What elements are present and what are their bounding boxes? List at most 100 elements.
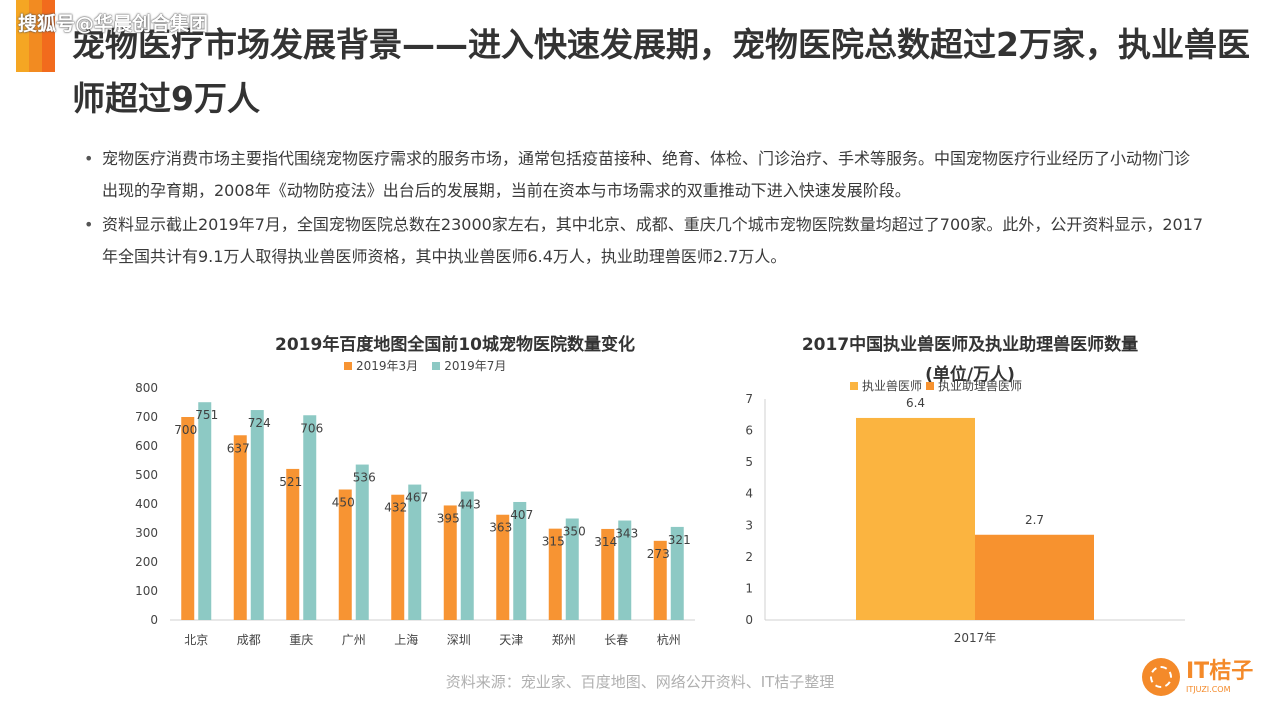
logo-text: IT桔子 ITJUZI.COM (1186, 660, 1253, 694)
brand-logo: IT桔子 ITJUZI.COM (1142, 658, 1253, 696)
data-label-jul-9: 321 (668, 533, 691, 547)
bar-jul-7 (565, 518, 579, 620)
orange-logo-icon (1142, 658, 1180, 696)
y-tick-label: 300 (135, 526, 158, 540)
accent-bar-2 (29, 0, 42, 72)
data-label-mar-4: 432 (384, 501, 407, 515)
bar-mar-4 (391, 494, 405, 620)
y-tick-label: 1 (745, 581, 753, 595)
y-tick-label: 200 (135, 555, 158, 569)
x-tick-label: 天津 (499, 633, 523, 647)
watermark-text: 搜狐号@华晨创合集团 (18, 13, 209, 35)
legend-label-mar: 2019年3月 (356, 359, 419, 373)
bullet-list: 宠物医疗消费市场主要指代围绕宠物医疗需求的服务市场，通常包括疫苗接种、绝育、体检… (84, 143, 1204, 275)
chart-subtitle-vets: (单位/万人) (925, 365, 1015, 385)
accent-bar-1 (16, 0, 29, 72)
legend-swatch-jul (432, 361, 441, 370)
bar-jul-6 (513, 501, 527, 620)
y-tick-label: 4 (745, 487, 753, 501)
y-tick-label: 0 (150, 613, 158, 627)
bar-mar-3 (338, 489, 352, 620)
y-tick-label: 500 (135, 468, 158, 482)
x-tick-label: 郑州 (552, 632, 576, 647)
bar-mar-5 (443, 505, 457, 620)
bar-jul-1 (250, 410, 264, 620)
legend-label-assistant: 执业助理兽医师 (938, 379, 1023, 393)
bullet-item-1: 宠物医疗消费市场主要指代围绕宠物医疗需求的服务市场，通常包括疫苗接种、绝育、体检… (84, 143, 1204, 207)
x-tick-label: 重庆 (289, 633, 313, 647)
bar-vet (856, 417, 975, 620)
bullet-item-2: 资料显示截止2019年7月，全国宠物医院总数在23000家左右，其中北京、成都、… (84, 209, 1204, 273)
data-label-mar-6: 363 (489, 521, 512, 535)
bar-mar-1 (233, 435, 247, 620)
x-tick-label: 长春 (604, 633, 628, 647)
bar-mar-2 (286, 468, 300, 620)
chart-cities: 0100200300400500600700800700751北京637724成… (135, 381, 695, 647)
bar-assistant (975, 534, 1094, 620)
legend-swatch-assistant (926, 381, 935, 390)
bar-mar-9 (653, 540, 667, 620)
legend-swatch-vet (850, 381, 858, 390)
x-tick-label: 上海 (394, 632, 418, 647)
x-tick-label: 成都 (237, 633, 261, 647)
bar-jul-2 (303, 415, 317, 620)
legend-cities: 2019年3月 2019年7月 (344, 357, 506, 374)
bar-jul-4 (408, 484, 422, 620)
data-label-mar-9: 273 (647, 547, 670, 561)
chart-title-vets-main: 2017中国执业兽医师及执业助理兽医师数量 (801, 335, 1139, 355)
y-tick-label: 0 (745, 613, 753, 627)
bar-jul-8 (618, 520, 632, 620)
data-label-mar-5: 395 (437, 511, 460, 525)
data-label-mar-2: 521 (279, 475, 302, 489)
data-label-vet: 6.4 (906, 396, 925, 410)
y-tick-label: 800 (135, 381, 158, 395)
y-tick-label: 400 (135, 497, 158, 511)
y-tick-label: 5 (745, 455, 753, 469)
data-label-jul-6: 407 (510, 508, 533, 522)
x-tick-label: 深圳 (447, 633, 471, 647)
x-tick-label: 北京 (184, 633, 208, 647)
data-label-jul-7: 350 (563, 525, 586, 539)
x-tick-label: 杭州 (657, 632, 681, 647)
y-tick-label: 3 (745, 518, 753, 532)
y-tick-label: 100 (135, 584, 158, 598)
legend-swatch-mar (344, 361, 352, 370)
legend-label-vet: 执业兽医师 (862, 379, 923, 393)
bar-mar-8 (601, 528, 615, 620)
data-label-jul-0: 751 (195, 408, 218, 422)
page-title: 宠物医疗市场发展背景——进入快速发展期，宠物医院总数超过2万家，执业兽医师超过9… (72, 25, 1250, 118)
bar-jul-9 (670, 526, 684, 620)
legend-vets: 执业兽医师 执业助理兽医师 (850, 377, 1022, 394)
data-label-mar-3: 450 (332, 496, 355, 510)
accent-bars (16, 0, 55, 72)
data-label-jul-2: 706 (300, 421, 323, 435)
data-label-mar-7: 315 (542, 535, 565, 549)
y-tick-label: 2 (745, 550, 753, 564)
chart-title-cities: 2019年百度地图全国前10城宠物医院数量变化 (275, 335, 635, 355)
data-label-jul-8: 343 (615, 527, 638, 541)
bar-jul-3 (355, 464, 369, 620)
legend-item-jul: 2019年7月 (432, 357, 506, 374)
data-label-jul-3: 536 (353, 471, 376, 485)
chart-vets: 0 1 2 3 4 5 6 7 6.4 2.7 2017年 (745, 392, 1185, 645)
bar-mar-0 (181, 417, 195, 620)
data-label-mar-8: 314 (594, 535, 617, 549)
legend-item-mar: 2019年3月 (344, 357, 418, 374)
accent-bar-3 (42, 0, 55, 72)
legend-label-jul: 2019年7月 (444, 359, 507, 373)
bar-jul-0 (198, 402, 212, 620)
data-label-mar-0: 700 (174, 423, 197, 437)
source-note: 资料来源：宠业家、百度地图、网络公开资料、IT桔子整理 (445, 673, 835, 691)
bar-mar-6 (496, 514, 510, 620)
y-tick-label: 7 (745, 392, 753, 406)
data-label-jul-4: 467 (405, 491, 428, 505)
x-tick-label: 2017年 (954, 631, 997, 645)
bar-jul-5 (460, 491, 474, 620)
data-label-jul-1: 724 (248, 416, 271, 430)
y-tick-label: 6 (745, 424, 753, 438)
chart-title-vets: 2017中国执业兽医师及执业助理兽医师数量 (单位/万人) (770, 330, 1170, 390)
y-tick-label: 600 (135, 439, 158, 453)
logo-url: ITJUZI.COM (1186, 684, 1231, 694)
bar-mar-7 (548, 528, 562, 620)
data-label-mar-1: 637 (227, 441, 250, 455)
